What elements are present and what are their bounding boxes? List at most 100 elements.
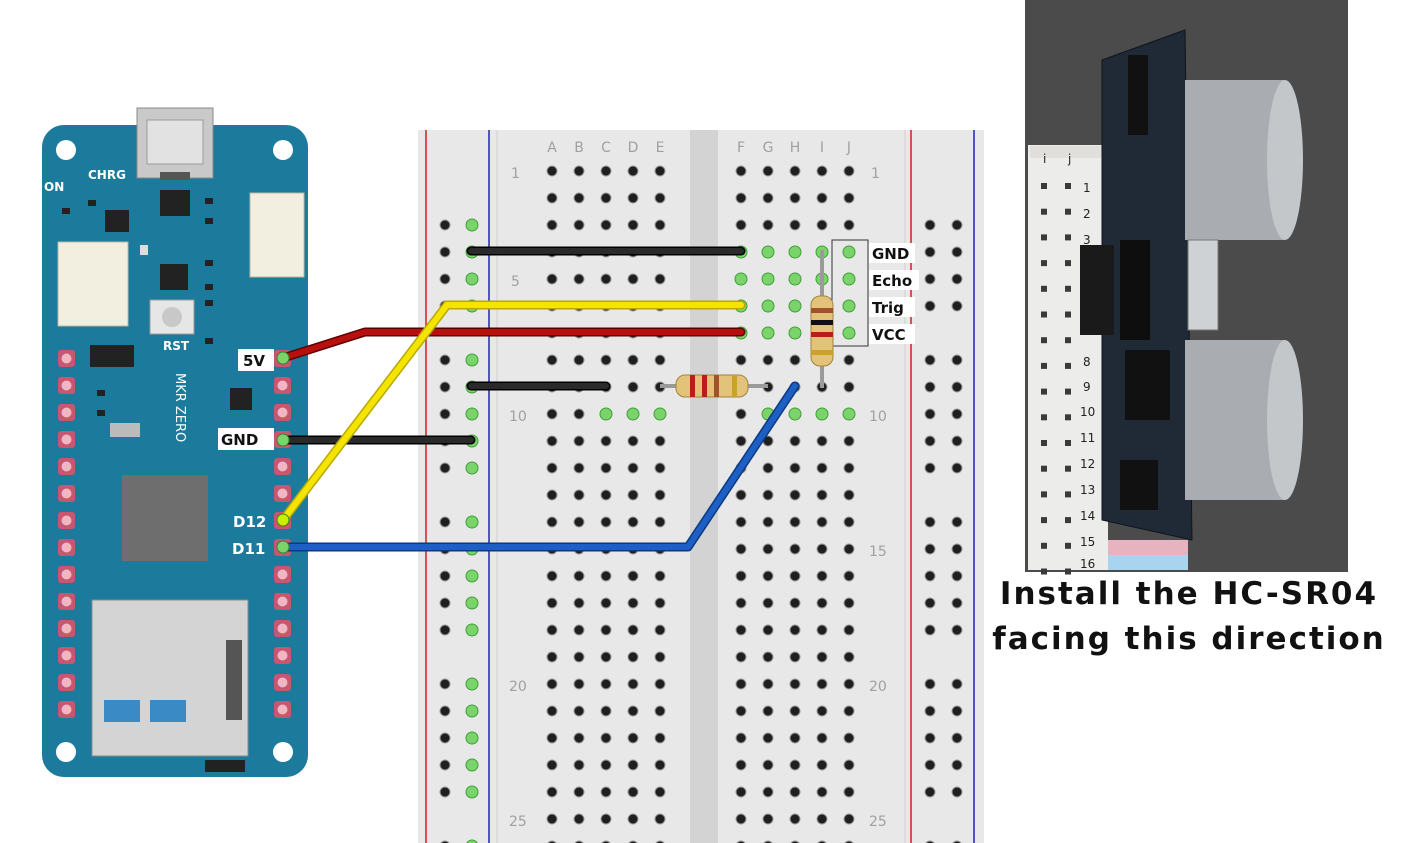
breadboard-hole: [735, 759, 747, 771]
breadboard-hole: [762, 462, 774, 474]
header-pin: [274, 701, 291, 718]
power-rail-hole: [951, 273, 963, 285]
power-rail-hole: [465, 461, 479, 475]
breadboard-hole: [735, 624, 747, 636]
breadboard-hole: [573, 813, 585, 825]
breadboard-hole: [842, 272, 856, 286]
breadboard-hole: [788, 326, 802, 340]
breadboard-hole: [816, 543, 828, 555]
photo-hole: [1065, 362, 1071, 369]
breadboard-hole: [546, 165, 558, 177]
sd-card-slot: [91, 599, 249, 757]
photo-col-letter: i: [1043, 152, 1046, 166]
breadboard-hole: [546, 219, 558, 231]
header-pin: [58, 350, 75, 367]
breadboard-hole: [762, 813, 774, 825]
power-rail-hole: [924, 705, 936, 717]
breadboard-hole: [626, 407, 640, 421]
breadboard-hole: [627, 489, 639, 501]
header-pin: [274, 566, 291, 583]
row-number: 20: [869, 679, 887, 695]
power-rail-hole: [924, 786, 936, 798]
breadboard-hole: [842, 326, 856, 340]
breadboard-hole: [789, 570, 801, 582]
power-rail-hole: [439, 381, 451, 393]
breadboard-hole: [789, 192, 801, 204]
silk-on-label: ON: [44, 180, 64, 194]
wires: [278, 246, 800, 552]
resistor-horizontal: [660, 374, 768, 398]
photo-col-letter: j: [1067, 152, 1071, 166]
breadboard-hole: [735, 570, 747, 582]
breadboard-hole: [843, 813, 855, 825]
power-rail-hole: [439, 732, 451, 744]
photo-hole: [1041, 337, 1047, 344]
breadboard-hole: [573, 786, 585, 798]
breadboard-hole: [816, 462, 828, 474]
breadboard-hole: [761, 326, 775, 340]
power-rail-hole: [951, 732, 963, 744]
chip: [160, 190, 190, 216]
breadboard-hole: [600, 273, 612, 285]
silk-rst-label: RST: [163, 339, 190, 353]
breadboard-hole: [546, 813, 558, 825]
photo-hole: [1065, 568, 1071, 575]
photo-row-number: 8: [1083, 355, 1091, 369]
row-number: 25: [509, 814, 527, 830]
breadboard-hole: [654, 273, 666, 285]
breadboard-hole: [546, 489, 558, 501]
pin-label-d12: D12: [233, 513, 266, 531]
photo-hole: [1065, 285, 1071, 292]
photo-hole: [1065, 311, 1071, 318]
photo-hole: [1041, 183, 1047, 189]
breadboard-hole: [789, 354, 801, 366]
power-rail-hole: [465, 677, 479, 691]
power-rail-hole: [951, 219, 963, 231]
breadboard-hole: [573, 165, 585, 177]
power-rail-hole: [924, 678, 936, 690]
breadboard-hole: [762, 165, 774, 177]
breadboard-hole: [654, 759, 666, 771]
pin-label-d11: D11: [232, 540, 265, 558]
power-rail-hole: [924, 624, 936, 636]
column-letter: E: [656, 140, 665, 156]
caption-line-2: facing this direction: [992, 621, 1386, 657]
header-pin: [274, 620, 291, 637]
breadboard-hole: [546, 651, 558, 663]
photo-hole: [1065, 337, 1071, 344]
power-rail-hole: [466, 839, 478, 843]
power-rail-hole: [924, 300, 936, 312]
power-rail-hole: [951, 678, 963, 690]
breadboard-hole: [789, 651, 801, 663]
breadboard-hole: [789, 516, 801, 528]
photo-hole: [1065, 234, 1071, 241]
breadboard-hole: [842, 407, 856, 421]
breadboard-hole: [843, 570, 855, 582]
photo-hole: [1065, 491, 1071, 498]
caption-line-1: Install the HC-SR04: [999, 576, 1379, 612]
photo-hole: [1065, 465, 1071, 472]
breadboard-hole: [735, 435, 747, 447]
row-number: 15: [869, 544, 887, 560]
power-rail-hole: [951, 570, 963, 582]
column-letter: B: [574, 140, 584, 156]
power-rail-hole: [439, 570, 451, 582]
breadboard-hole: [761, 272, 775, 286]
photo-row-number: 3: [1083, 233, 1091, 247]
breadboard-hole: [789, 705, 801, 717]
breadboard-hole: [843, 543, 855, 555]
breadboard-hole: [762, 219, 774, 231]
breadboard-hole: [735, 489, 747, 501]
power-rail-hole: [951, 408, 963, 420]
breadboard-hole: [627, 435, 639, 447]
breadboard-hole: [842, 299, 856, 313]
breadboard-hole: [573, 651, 585, 663]
sensor-label-vcc: VCC: [872, 326, 906, 344]
breadboard-hole: [735, 813, 747, 825]
breadboard-hole: [599, 407, 613, 421]
breadboard-hole: [654, 462, 666, 474]
power-rail-hole: [465, 353, 479, 367]
breadboard-hole: [842, 245, 856, 259]
power-rail-hole: [439, 705, 451, 717]
breadboard-hole: [600, 219, 612, 231]
